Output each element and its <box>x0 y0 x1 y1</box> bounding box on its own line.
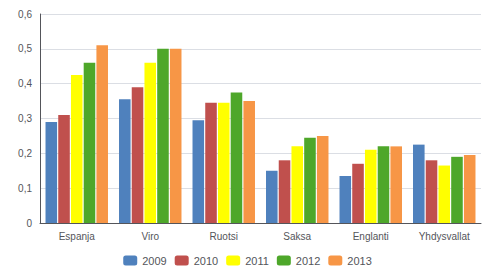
svg-text:0,1: 0,1 <box>18 183 32 194</box>
svg-text:0,3: 0,3 <box>18 113 32 124</box>
svg-text:0,4: 0,4 <box>18 78 32 89</box>
svg-text:2013: 2013 <box>347 255 371 267</box>
svg-text:2009: 2009 <box>142 255 166 267</box>
svg-text:0,5: 0,5 <box>18 43 32 54</box>
svg-text:2011: 2011 <box>245 255 269 267</box>
svg-text:Ruotsi: Ruotsi <box>210 231 238 242</box>
svg-text:2010: 2010 <box>194 255 218 267</box>
svg-text:2012: 2012 <box>296 255 320 267</box>
svg-text:0,2: 0,2 <box>18 148 32 159</box>
svg-text:Englanti: Englanti <box>353 231 389 242</box>
svg-text:Saksa: Saksa <box>283 231 311 242</box>
svg-text:Espanja: Espanja <box>59 231 96 242</box>
svg-text:0: 0 <box>26 218 32 229</box>
svg-text:Viro: Viro <box>141 231 159 242</box>
svg-text:0,6: 0,6 <box>18 9 32 20</box>
svg-text:Yhdysvallat: Yhdysvallat <box>419 231 470 242</box>
